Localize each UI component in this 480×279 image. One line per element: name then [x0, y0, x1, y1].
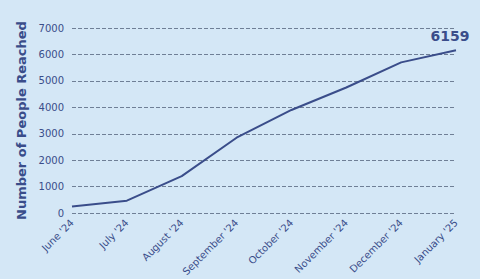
svg-text:5000: 5000 [39, 75, 64, 86]
svg-text:November '24: November '24 [292, 217, 350, 275]
svg-text:6000: 6000 [39, 49, 64, 60]
svg-text:1000: 1000 [39, 181, 64, 192]
svg-text:September '24: September '24 [180, 217, 240, 277]
svg-text:June '24: June '24 [39, 217, 76, 254]
svg-text:6159: 6159 [431, 28, 470, 44]
svg-text:Number of People Reached: Number of People Reached [14, 21, 29, 220]
svg-text:January '25: January '25 [411, 217, 459, 265]
svg-text:4000: 4000 [39, 102, 64, 113]
svg-text:August '24: August '24 [140, 217, 186, 263]
svg-text:0: 0 [58, 208, 64, 219]
svg-text:3000: 3000 [39, 128, 64, 139]
svg-text:7000: 7000 [39, 23, 64, 34]
svg-text:October '24: October '24 [246, 217, 295, 266]
svg-text:July '24: July '24 [96, 217, 130, 251]
svg-text:2000: 2000 [39, 155, 64, 166]
svg-text:December '24: December '24 [347, 217, 405, 275]
